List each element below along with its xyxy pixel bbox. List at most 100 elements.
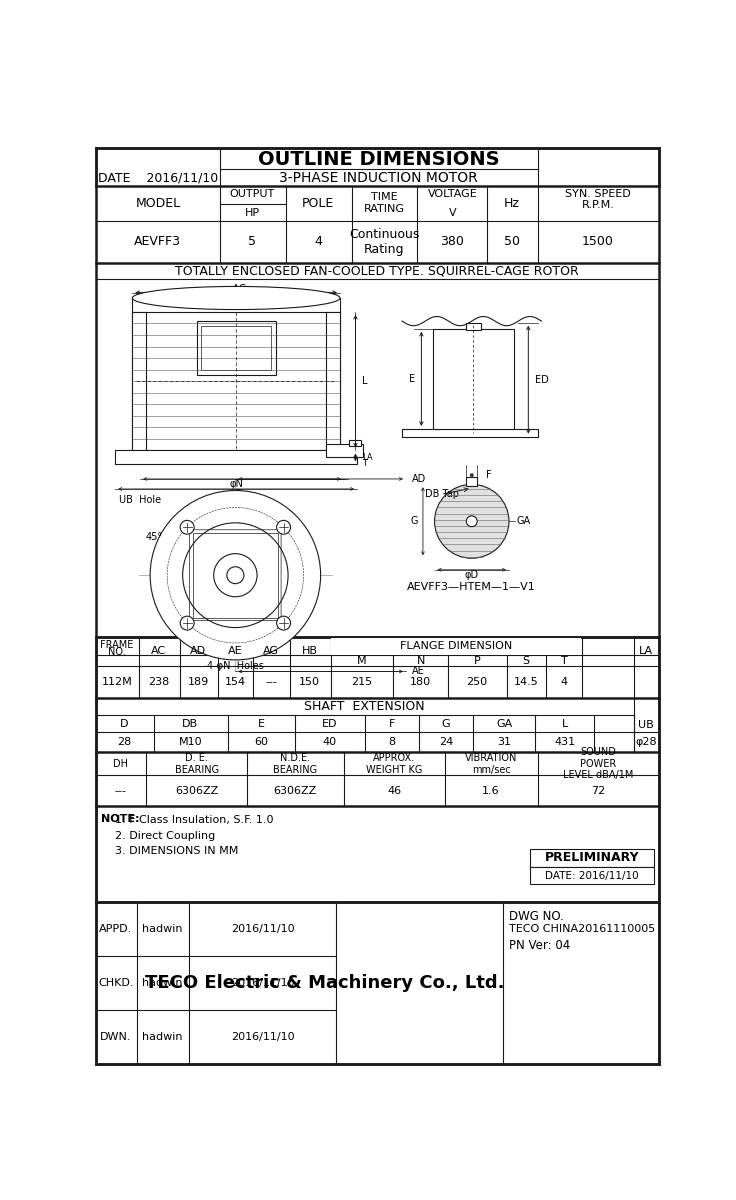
Text: DATE    2016/11/10: DATE 2016/11/10 <box>98 172 218 185</box>
Text: 2016/11/10: 2016/11/10 <box>230 978 294 989</box>
Text: L: L <box>562 719 568 728</box>
Text: AD: AD <box>190 647 206 656</box>
Text: DATE: 2016/11/10: DATE: 2016/11/10 <box>545 870 639 881</box>
Text: 28: 28 <box>118 737 132 748</box>
Text: V: V <box>448 208 456 217</box>
Text: UB: UB <box>638 720 654 731</box>
Text: Hz: Hz <box>504 197 520 210</box>
Text: 45°: 45° <box>146 532 163 541</box>
Text: VOLTAGE: VOLTAGE <box>428 190 477 199</box>
Text: TOTALLY ENCLOSED FAN-COOLED TYPE. SQUIRREL-CAGE ROTOR: TOTALLY ENCLOSED FAN-COOLED TYPE. SQUIRR… <box>175 264 579 277</box>
Text: T: T <box>561 655 567 666</box>
Text: 180: 180 <box>410 677 431 688</box>
Text: DH: DH <box>113 758 128 769</box>
Text: φN: φN <box>229 479 243 488</box>
Text: ED: ED <box>322 719 338 728</box>
Text: 60: 60 <box>254 737 268 748</box>
Text: AG: AG <box>263 647 279 656</box>
Circle shape <box>183 523 288 628</box>
Text: LA: LA <box>639 647 653 656</box>
Circle shape <box>180 521 194 534</box>
Text: φP: φP <box>230 488 242 498</box>
Text: DB: DB <box>183 719 199 728</box>
Text: 4: 4 <box>314 235 322 248</box>
Text: ---: --- <box>115 786 127 796</box>
Text: LA: LA <box>361 452 372 462</box>
Text: 3. DIMENSIONS IN MM: 3. DIMENSIONS IN MM <box>116 846 238 857</box>
Text: 8: 8 <box>389 737 395 748</box>
Text: F: F <box>486 470 492 480</box>
Text: HB: HB <box>302 647 318 656</box>
Text: hadwin: hadwin <box>142 924 183 935</box>
Text: TECO Electric & Machinery Co., Ltd.: TECO Electric & Machinery Co., Ltd. <box>145 974 504 992</box>
Bar <box>433 329 514 428</box>
Text: 5: 5 <box>249 235 256 248</box>
Text: SHAFT  EXTENSION: SHAFT EXTENSION <box>305 701 425 713</box>
Circle shape <box>227 566 244 583</box>
Text: OUTLINE DIMENSIONS: OUTLINE DIMENSIONS <box>258 150 500 169</box>
Bar <box>530 868 654 884</box>
Text: AE: AE <box>412 666 425 677</box>
Text: AE: AE <box>228 647 243 656</box>
Text: 2016/11/10: 2016/11/10 <box>230 924 294 935</box>
Bar <box>193 533 278 618</box>
Text: N: N <box>417 655 425 666</box>
Text: 31: 31 <box>498 737 512 748</box>
Text: G: G <box>442 719 450 728</box>
Bar <box>132 298 340 313</box>
Text: DWG NO.: DWG NO. <box>509 910 564 923</box>
Text: TECO CHINA20161110005: TECO CHINA20161110005 <box>509 924 655 934</box>
Text: N.D.E.
BEARING: N.D.E. BEARING <box>273 754 317 775</box>
Circle shape <box>467 516 477 527</box>
Text: GA: GA <box>517 516 531 527</box>
Text: M: M <box>357 655 367 666</box>
Text: 431: 431 <box>554 737 576 748</box>
Text: P: P <box>474 655 481 666</box>
Text: VIBRATION
mm/sec: VIBRATION mm/sec <box>465 754 517 775</box>
Bar <box>132 312 146 450</box>
Text: NO.: NO. <box>108 647 126 658</box>
Bar <box>350 440 361 446</box>
Text: L: L <box>361 376 367 386</box>
Bar <box>197 322 276 374</box>
Text: D: D <box>120 719 129 728</box>
Text: 1500: 1500 <box>582 235 614 248</box>
Text: 250: 250 <box>467 677 488 688</box>
Text: FRAME: FRAME <box>100 640 133 649</box>
Bar <box>467 476 477 486</box>
Text: hadwin: hadwin <box>142 1032 183 1042</box>
Text: 380: 380 <box>440 235 464 248</box>
Bar <box>132 312 340 450</box>
Text: 72: 72 <box>591 786 605 796</box>
Text: ---: --- <box>265 677 277 688</box>
Text: 24: 24 <box>439 737 453 748</box>
Text: PN Ver: 04: PN Ver: 04 <box>509 940 570 953</box>
Bar <box>466 323 481 330</box>
Text: 112M: 112M <box>102 677 132 688</box>
Text: DB Tap: DB Tap <box>425 490 459 499</box>
Text: 238: 238 <box>148 677 169 688</box>
Text: 150: 150 <box>300 677 320 688</box>
Circle shape <box>213 553 257 596</box>
Text: 46: 46 <box>387 786 401 796</box>
Text: 3-PHASE INDUCTION MOTOR: 3-PHASE INDUCTION MOTOR <box>280 170 478 185</box>
Text: 1. F Class Insulation, S.F. 1.0: 1. F Class Insulation, S.F. 1.0 <box>116 816 274 826</box>
Text: APPROX.
WEIGHT KG: APPROX. WEIGHT KG <box>366 754 422 775</box>
Text: E: E <box>409 374 415 384</box>
Bar <box>326 444 364 457</box>
Text: 4: 4 <box>560 677 567 688</box>
Text: F: F <box>389 719 395 728</box>
Text: GA: GA <box>496 719 512 728</box>
Text: AEVFF3—HTEM—1—V1: AEVFF3—HTEM—1—V1 <box>407 582 536 592</box>
Text: APPD.: APPD. <box>99 924 132 935</box>
Text: 215: 215 <box>351 677 372 688</box>
Text: D. E.
BEARING: D. E. BEARING <box>174 754 219 775</box>
Text: HP: HP <box>245 208 260 217</box>
Text: SYN. SPEED
R.P.M.: SYN. SPEED R.P.M. <box>565 188 631 210</box>
Circle shape <box>434 485 509 558</box>
Text: CHKD.: CHKD. <box>99 978 134 989</box>
Text: hadwin: hadwin <box>142 978 183 989</box>
Bar <box>116 450 357 464</box>
Text: FLANGE DIMENSION: FLANGE DIMENSION <box>400 641 512 652</box>
Text: E: E <box>258 719 264 728</box>
